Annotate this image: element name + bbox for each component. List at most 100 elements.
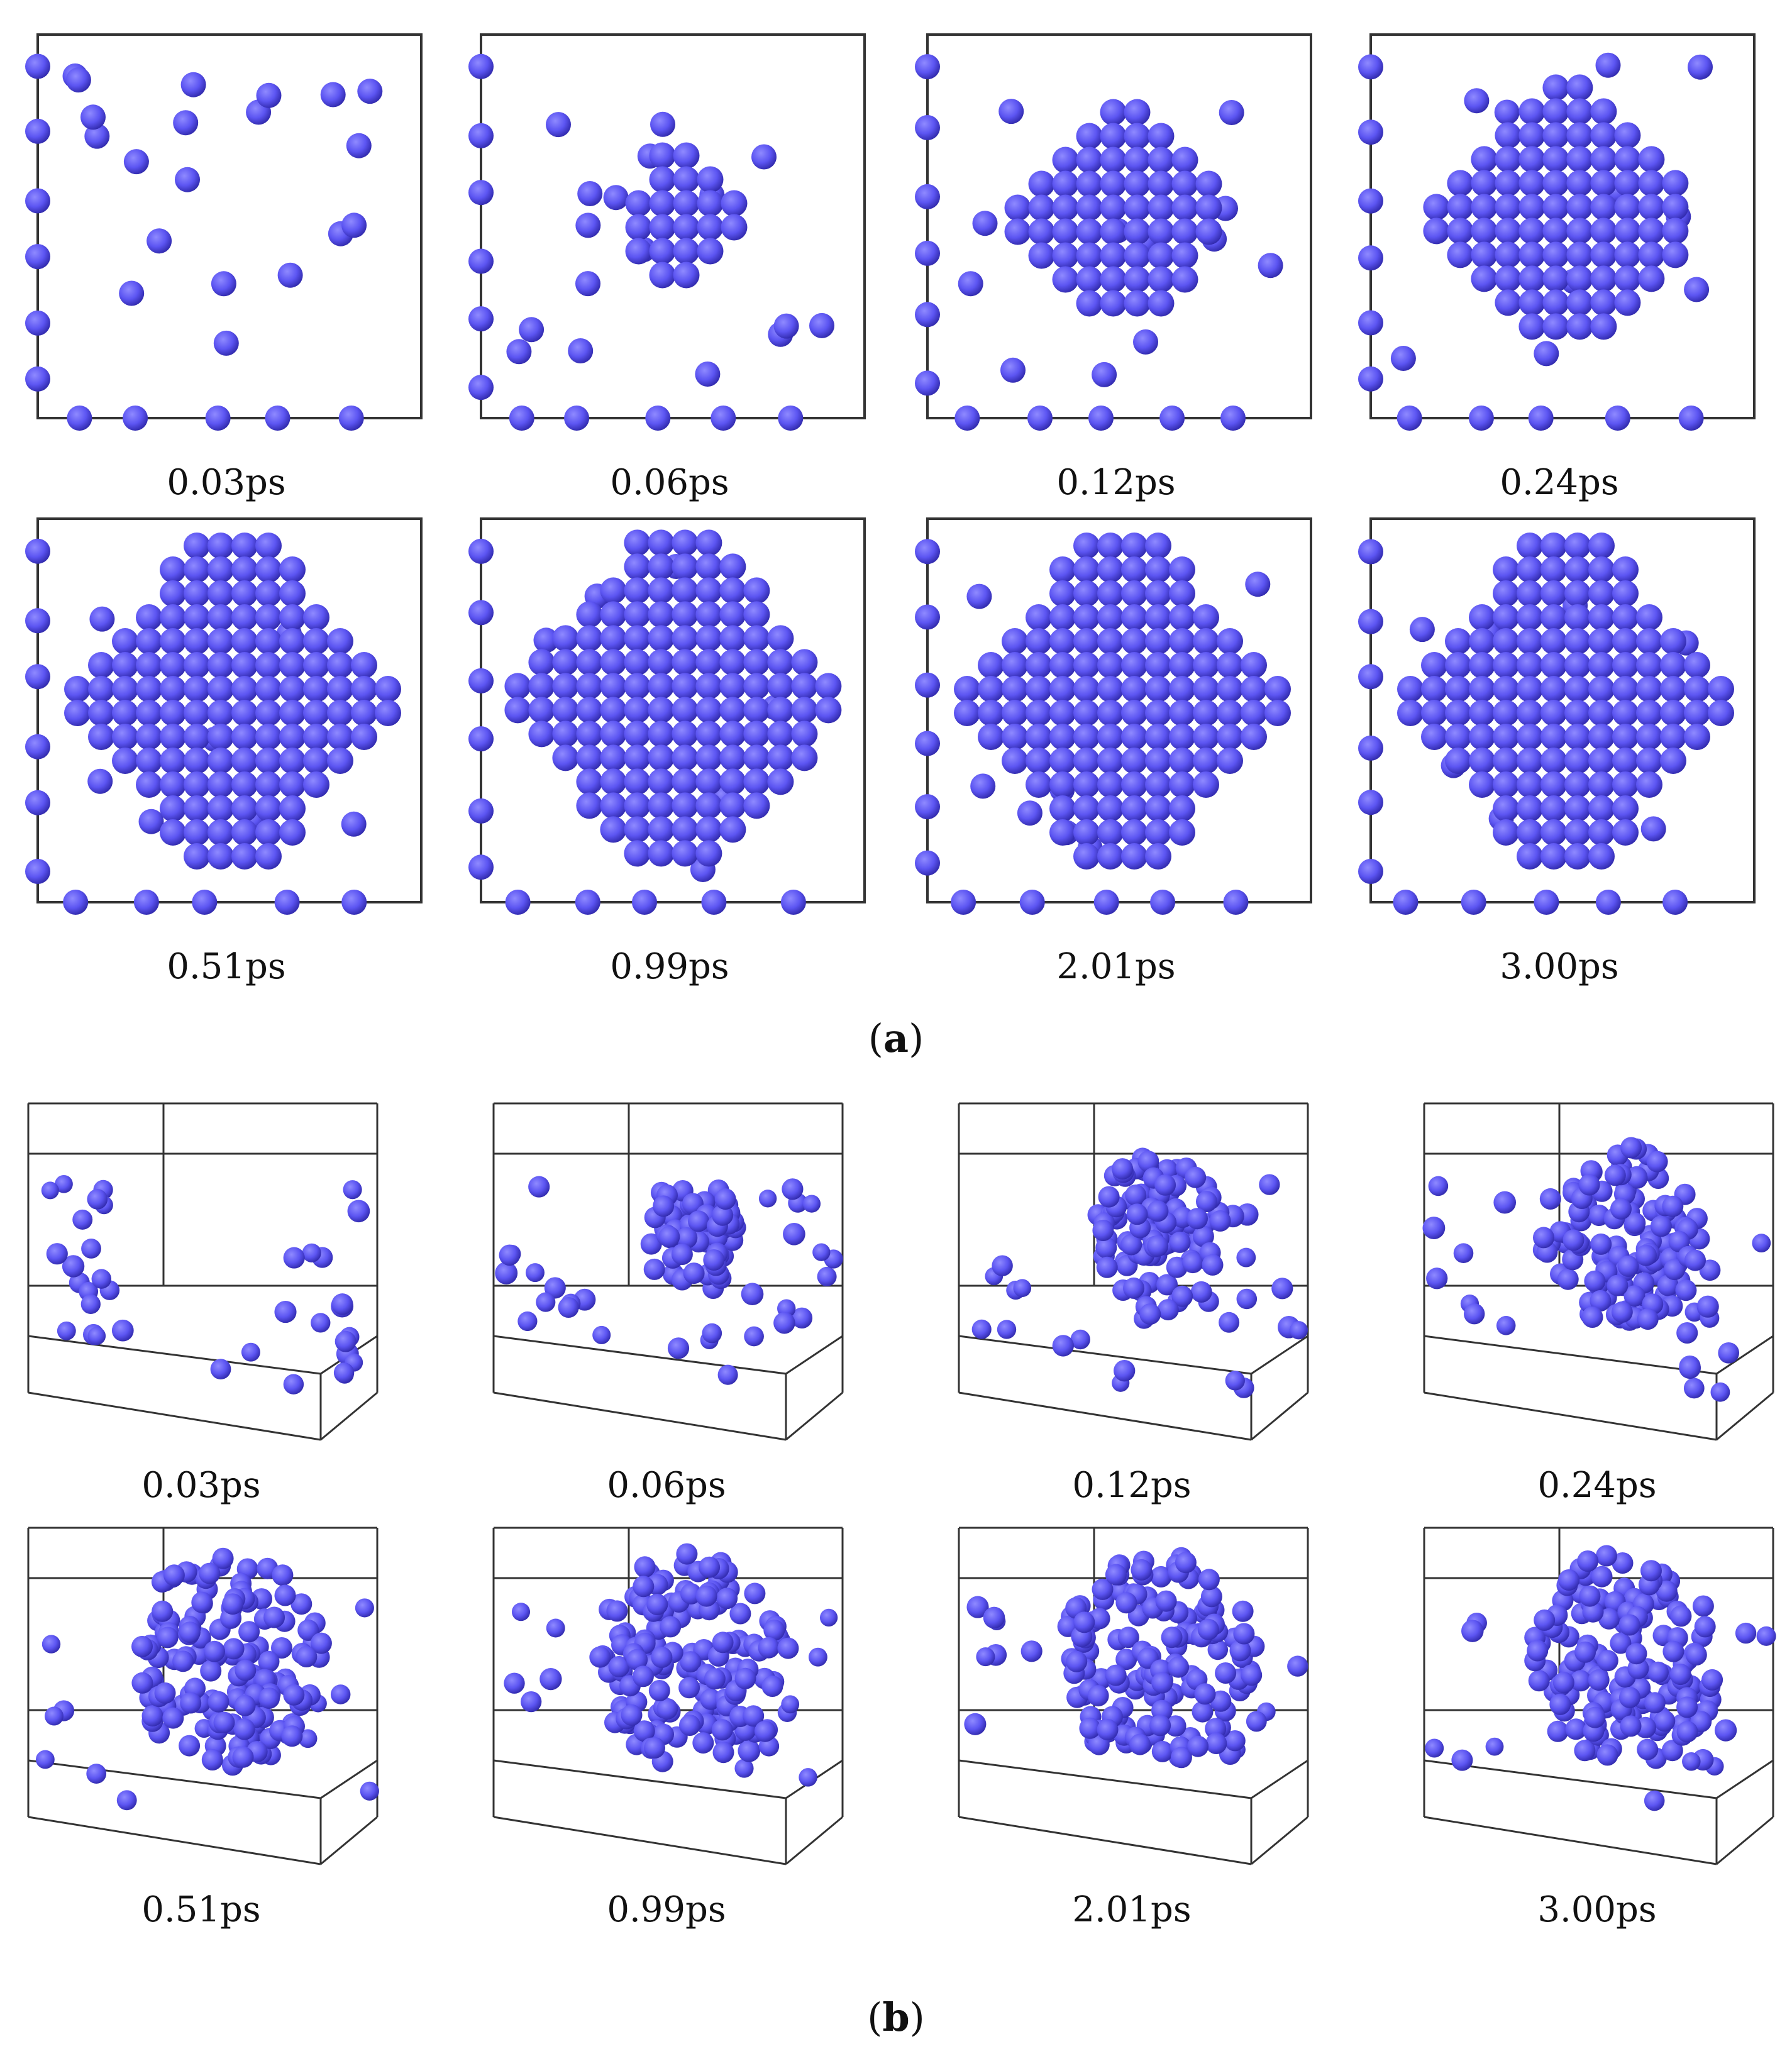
cluster-atom	[136, 628, 162, 654]
cluster-atom	[504, 697, 531, 724]
cluster-atom	[695, 1585, 717, 1607]
cluster-atom	[136, 700, 162, 726]
cluster-atom	[743, 577, 770, 604]
cluster-atom	[1564, 843, 1591, 870]
edge-atom	[25, 244, 50, 270]
cluster-atom	[743, 673, 770, 700]
cluster-atom	[743, 697, 770, 724]
cluster-atom	[1588, 604, 1615, 631]
free-atom	[343, 1180, 362, 1200]
free-atom	[41, 1635, 61, 1654]
edge-atom	[915, 794, 940, 820]
cluster-atom	[1518, 218, 1546, 245]
cluster-atom	[207, 819, 234, 846]
edge-atom	[1019, 890, 1045, 915]
cluster-atom	[1139, 1303, 1161, 1325]
cluster-atom	[624, 840, 651, 867]
free-atom	[964, 1713, 987, 1735]
cluster-atom	[1129, 1733, 1151, 1755]
cluster-atom	[1518, 313, 1546, 340]
cluster-atom	[207, 724, 234, 750]
free-atom	[1714, 1719, 1737, 1742]
cluster-atom	[160, 676, 186, 702]
edge-atom	[63, 890, 89, 915]
cluster-atom	[1684, 676, 1710, 702]
cluster-atom	[207, 700, 234, 726]
cluster-atom	[1588, 771, 1615, 798]
free-atom	[320, 82, 346, 108]
cluster-atom	[1564, 676, 1591, 702]
cluster-atom	[1026, 652, 1052, 678]
free-atom	[1494, 99, 1520, 125]
cluster-atom	[1076, 123, 1103, 150]
cluster-atom	[191, 1591, 213, 1613]
cluster-atom	[154, 1682, 176, 1704]
cluster-atom	[1610, 1198, 1632, 1220]
cluster-atom	[1100, 146, 1127, 174]
free-atom	[274, 1301, 297, 1323]
cluster-atom	[1656, 1580, 1678, 1602]
cluster-atom	[1117, 1626, 1139, 1649]
cluster-atom	[303, 748, 329, 774]
edge-atom	[915, 184, 940, 209]
cluster-atom	[1528, 1670, 1550, 1692]
cluster-atom	[676, 1543, 698, 1565]
cluster-atom	[1073, 771, 1100, 798]
edge-atom	[25, 118, 50, 144]
cluster-atom	[1469, 652, 1495, 678]
cluster-atom	[112, 700, 138, 726]
cluster-atom	[648, 744, 675, 771]
snapshot-3d	[19, 1097, 384, 1449]
cluster-atom	[695, 768, 722, 795]
free-atom	[511, 1603, 531, 1621]
cluster-atom	[1241, 676, 1267, 702]
cluster-atom	[576, 768, 603, 795]
cluster-atom	[1612, 556, 1639, 583]
cluster-atom	[1636, 604, 1662, 631]
free-atom	[521, 1691, 542, 1713]
cluster-atom	[1076, 218, 1103, 245]
cluster-atom	[1193, 724, 1219, 750]
cluster-atom	[180, 1692, 202, 1714]
cluster-atom	[1447, 218, 1474, 245]
cluster-atom	[729, 1603, 751, 1625]
cluster-atom	[1584, 1270, 1606, 1292]
cluster-atom	[552, 721, 579, 748]
cluster-atom	[1588, 533, 1615, 559]
cluster-atom	[1171, 266, 1198, 293]
cluster-atom	[184, 604, 210, 631]
cluster-atom	[207, 771, 234, 798]
cluster-atom	[1612, 580, 1639, 607]
cluster-atom	[600, 768, 627, 795]
cluster-atom	[1445, 700, 1471, 726]
cluster-atom	[1612, 1552, 1634, 1574]
cluster-atom	[1445, 748, 1471, 774]
cluster-atom	[1002, 652, 1028, 678]
time-label: 0.12ps	[1056, 462, 1176, 503]
cluster-atom	[640, 1233, 662, 1255]
cluster-atom	[1196, 1191, 1217, 1213]
cluster-atom	[1614, 170, 1641, 197]
free-atom	[1425, 1738, 1444, 1758]
cluster-atom	[375, 676, 401, 702]
cluster-atom	[157, 1626, 179, 1649]
free-atom	[517, 1311, 538, 1332]
cluster-atom	[1171, 170, 1198, 197]
cluster-atom	[1049, 604, 1076, 631]
cluster-atom	[767, 625, 794, 652]
cluster-atom	[600, 744, 627, 771]
cluster-atom	[624, 744, 651, 771]
cluster-atom	[648, 649, 675, 676]
edge-atom	[1358, 188, 1383, 214]
free-atom	[1451, 1749, 1473, 1771]
cluster-atom	[1566, 265, 1593, 292]
cluster-atom	[1517, 604, 1543, 631]
free-atom	[575, 213, 601, 238]
edge-atom	[915, 731, 940, 756]
free-atom	[87, 1327, 106, 1345]
cluster-atom	[1097, 652, 1124, 678]
free-atom	[650, 111, 675, 137]
cluster-atom	[274, 1584, 296, 1606]
cluster-atom	[1145, 748, 1171, 774]
cluster-atom	[1121, 652, 1148, 678]
